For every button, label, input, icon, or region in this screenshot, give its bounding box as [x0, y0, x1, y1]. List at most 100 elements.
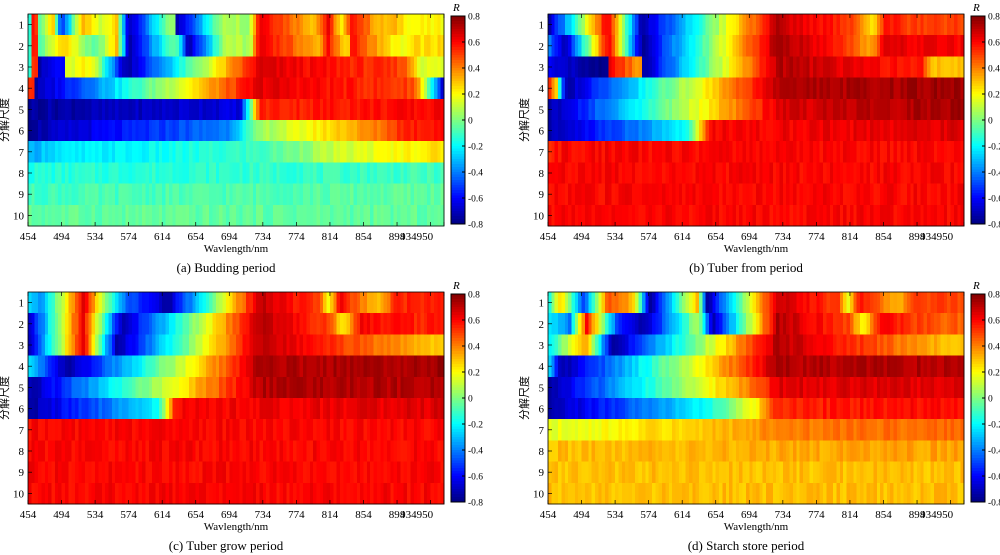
heatmap-cell — [256, 355, 261, 378]
heatmap-cell — [806, 56, 811, 79]
heatmap-cell — [423, 56, 428, 79]
heatmap-cell — [95, 14, 100, 36]
heatmap-cell — [618, 35, 623, 57]
heatmap-cell — [98, 162, 103, 185]
heatmap-cell — [353, 376, 358, 399]
heatmap-cell — [705, 141, 710, 163]
heatmap-cell — [608, 56, 613, 79]
heatmap-cell — [732, 98, 737, 121]
heatmap-cell — [866, 141, 871, 163]
heatmap-cell — [809, 398, 814, 420]
heatmap-cell — [115, 35, 120, 57]
colorbar-swatch — [971, 86, 985, 90]
heatmap-cell — [239, 461, 244, 484]
heatmap-cell — [329, 313, 334, 335]
heatmap-cell — [417, 334, 422, 357]
heatmap-cell — [309, 292, 314, 314]
heatmap-cell — [155, 482, 160, 505]
heatmap-cell — [709, 141, 713, 163]
heatmap-cell — [712, 334, 717, 357]
heatmap-cell — [182, 120, 187, 142]
heatmap-cell — [601, 204, 606, 227]
heatmap-cell — [913, 14, 918, 36]
heatmap-cell — [722, 162, 727, 185]
heatmap-cell — [319, 162, 324, 185]
colorbar-swatch — [451, 99, 465, 103]
heatmap-cell — [88, 56, 93, 79]
colorbar-swatch — [451, 447, 465, 451]
heatmap-cell — [839, 376, 844, 399]
heatmap-cell — [232, 162, 237, 185]
colorbar-swatch — [971, 133, 985, 137]
heatmap-cell — [786, 398, 791, 420]
heatmap-cell — [776, 56, 781, 79]
heatmap-cell — [306, 204, 311, 227]
heatmap-cell — [346, 120, 351, 142]
heatmap-cell — [930, 14, 935, 36]
heatmap-cell — [316, 461, 321, 484]
heatmap-cell — [105, 77, 110, 100]
heatmap-cell — [215, 56, 220, 79]
heatmap-row-scale-7 — [28, 419, 445, 441]
heatmap-cell — [407, 313, 412, 335]
heatmap-cell — [192, 120, 197, 142]
heatmap-cell — [846, 355, 851, 378]
heatmap-cell — [108, 183, 113, 206]
heatmap-cell — [906, 56, 911, 79]
heatmap-cell — [185, 77, 190, 100]
heatmap-cell — [903, 334, 908, 357]
heatmap-cell — [373, 14, 378, 36]
heatmap-cell — [866, 77, 871, 100]
heatmap-cell — [400, 77, 405, 100]
heatmap-cell — [242, 440, 247, 463]
heatmap-cell — [185, 183, 190, 206]
heatmap-cell — [839, 162, 844, 185]
heatmap-cell — [125, 376, 130, 399]
heatmap-cell — [142, 162, 147, 185]
heatmap-cell — [182, 482, 187, 505]
heatmap-cell — [407, 56, 412, 79]
heatmap-cell — [44, 313, 49, 335]
heatmap-cell — [615, 98, 620, 121]
heatmap-cell — [145, 141, 150, 163]
heatmap-cell — [313, 313, 318, 335]
heatmap-cell — [554, 292, 559, 314]
heatmap-cell — [856, 98, 861, 121]
heatmap-cell — [296, 482, 301, 505]
heatmap-cell — [836, 14, 841, 36]
heatmap-cell — [756, 183, 760, 206]
heatmap-cell — [433, 14, 438, 36]
heatmap-cell — [672, 313, 677, 335]
heatmap-cell — [732, 14, 737, 36]
heatmap-cell — [940, 313, 945, 335]
heatmap-cell — [702, 120, 707, 142]
heatmap-cell — [390, 14, 395, 36]
heatmap-cell — [95, 440, 100, 463]
heatmap-cell — [913, 334, 918, 357]
heatmap-cell — [81, 334, 86, 357]
heatmap-cell — [232, 98, 237, 121]
heatmap-cell — [568, 56, 573, 79]
colorbar-tick-label: 0.6 — [468, 317, 480, 327]
heatmap-cell — [145, 461, 150, 484]
heatmap-cell — [893, 183, 898, 206]
colorbar-swatch — [971, 216, 985, 220]
heatmap-cell — [269, 440, 274, 463]
heatmap-cell — [296, 77, 301, 100]
heatmap-cell — [625, 14, 630, 36]
heatmap-cell — [930, 35, 935, 57]
heatmap-cell — [786, 313, 791, 335]
heatmap-cell — [809, 292, 814, 314]
heatmap-cell — [195, 98, 200, 121]
heatmap-cell — [745, 141, 750, 163]
colorbar-swatch — [971, 161, 985, 165]
heatmap-cell — [732, 56, 737, 79]
heatmap-cell — [705, 35, 710, 57]
panel-caption: (b) Tuber from period — [689, 260, 803, 275]
heatmap-cell — [162, 440, 167, 463]
heatmap-cell — [219, 398, 224, 420]
heatmap-cell — [219, 77, 224, 100]
heatmap-cell — [212, 183, 217, 206]
heatmap-cell — [638, 204, 643, 227]
heatmap-cell — [346, 482, 351, 505]
